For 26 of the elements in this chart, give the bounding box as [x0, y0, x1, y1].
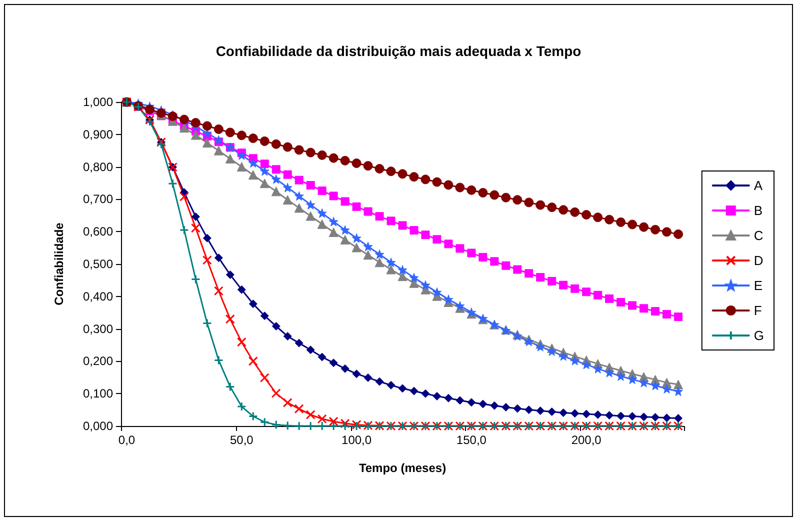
- chart-title: Confiabilidade da distribuição mais adequada x Tempo: [216, 43, 582, 59]
- y-tick-label: 0,700: [82, 192, 114, 206]
- y-axis-title: Confiabilidade: [52, 222, 66, 306]
- y-tick-label: 0,300: [82, 322, 114, 336]
- legend-label: E: [754, 278, 763, 293]
- x-tick-label: 100,0: [342, 433, 372, 447]
- legend-label: G: [754, 328, 764, 343]
- legend-label: C: [754, 228, 764, 243]
- legend-label: F: [754, 303, 762, 318]
- y-tick-label: 0,900: [82, 127, 114, 142]
- x-axis-title: Tempo (meses): [358, 461, 446, 475]
- y-tick-label: 0,500: [82, 257, 114, 271]
- y-tick-label: 0,800: [82, 160, 114, 174]
- legend-label: A: [754, 178, 763, 193]
- y-tick-label: 1,000: [82, 95, 114, 109]
- x-tick-label: 0,0: [118, 433, 136, 447]
- y-tick-label: 0,100: [82, 386, 114, 401]
- y-tick-label: 0,000: [82, 419, 114, 433]
- y-tick-label: 0,400: [82, 289, 114, 304]
- x-tick-label: 50,0: [230, 433, 254, 447]
- y-tick-label: 0,200: [82, 354, 114, 368]
- y-tick-label: 0,600: [82, 224, 114, 239]
- legend-label: B: [754, 203, 763, 218]
- legend-label: D: [754, 253, 764, 268]
- x-tick-label: 150,0: [456, 433, 487, 447]
- x-tick-label: 200,0: [571, 433, 602, 447]
